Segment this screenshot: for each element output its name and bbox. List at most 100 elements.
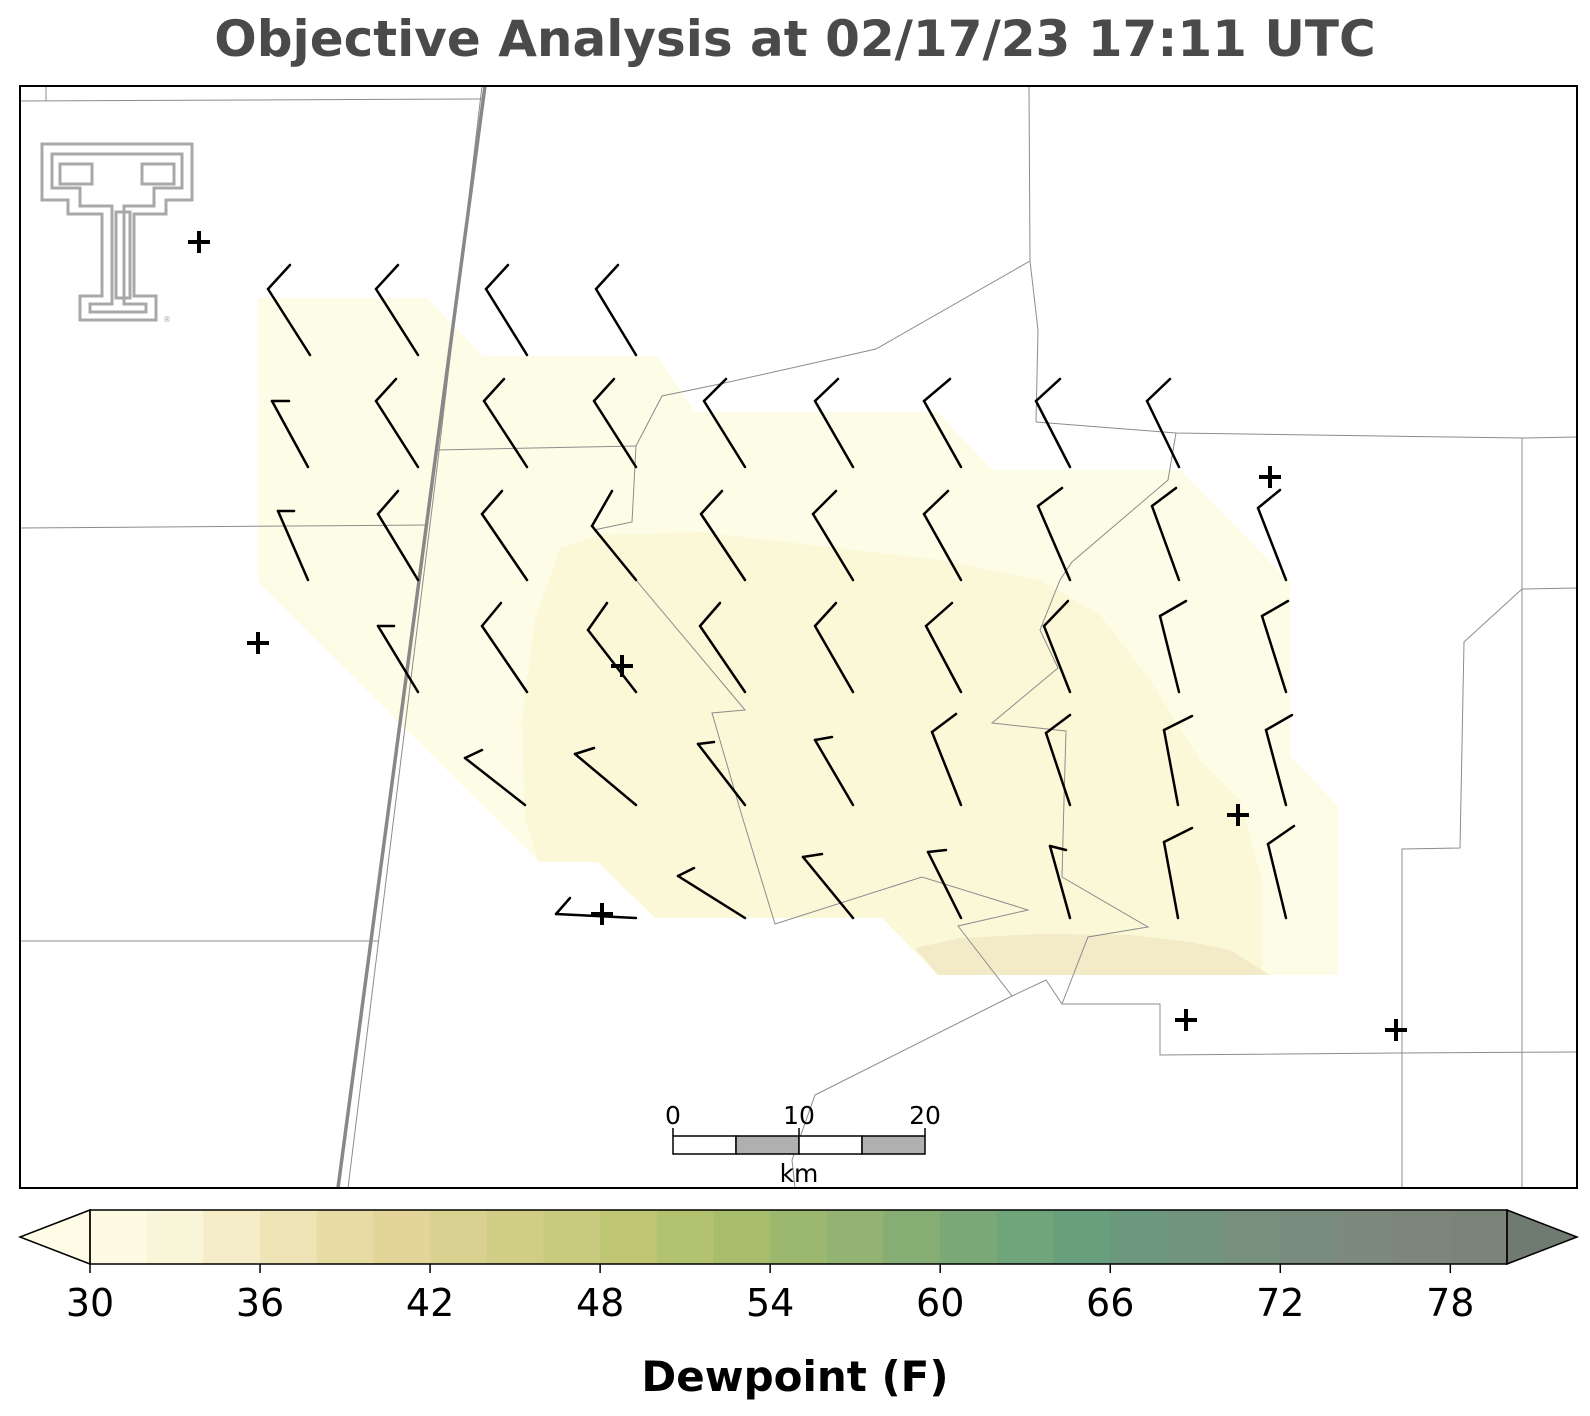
wind-barb-flag: [801, 852, 824, 859]
wind-barb-staff: [926, 850, 963, 920]
wind-barb-staff: [1162, 840, 1180, 920]
wind-barb-staff: [480, 512, 529, 582]
colorbar-cell: [826, 1210, 885, 1264]
wind-barb-flag: [480, 601, 503, 628]
colorbar-tick-label: 78: [1426, 1281, 1474, 1325]
scale-bar-segment: [798, 1135, 863, 1155]
wind-barb-flag: [1145, 377, 1172, 403]
colorbar-tick-label: 66: [1086, 1281, 1134, 1325]
logo-inner-t: [50, 152, 184, 314]
wind-barb-staff: [1264, 728, 1288, 807]
wind-barb-staff: [1044, 731, 1072, 807]
wind-barb-flag: [922, 377, 952, 403]
wind-barb-staff: [698, 624, 747, 694]
wind-barb-flag: [463, 748, 484, 760]
wind-barb: [1044, 713, 1072, 807]
colorbar-cell: [770, 1210, 828, 1264]
wind-barb-staff: [813, 399, 855, 469]
wind-barb-staff: [1150, 504, 1181, 582]
wind-barb-flag: [554, 896, 572, 916]
page-title: Objective Analysis at 02/17/23 17:11 UTC: [214, 10, 1376, 68]
wind-barb-flag: [592, 377, 616, 403]
dewpoint-field-middle: [522, 532, 1262, 975]
wind-barb-staff: [590, 524, 638, 582]
colorbar-cell: [1336, 1210, 1395, 1264]
colorbar-cell: [713, 1210, 771, 1264]
wind-barb-flag: [698, 601, 722, 628]
colorbar-tick-label: 48: [576, 1281, 624, 1325]
wind-barb: [1162, 714, 1194, 807]
wind-barb-flag: [1036, 486, 1064, 508]
wind-barb-flag: [482, 377, 506, 403]
wind-barb-staff: [811, 512, 855, 582]
wind-barb: [276, 509, 310, 582]
wind-barb: [376, 489, 420, 582]
wind-barb: [586, 601, 638, 694]
wind-barb: [482, 377, 529, 469]
wind-barb: [1145, 377, 1181, 469]
county-line: [1028, 85, 1039, 423]
wind-barb-staff: [1145, 399, 1181, 469]
wind-barb-staff: [1158, 614, 1181, 694]
wind-barb: [813, 601, 855, 694]
colorbar-cell: [1280, 1210, 1338, 1264]
logo-registered-mark: ®: [163, 315, 171, 324]
wind-barb-staff: [696, 742, 747, 807]
county-line: [435, 445, 637, 451]
scale-bar: 0 10 20 km: [665, 1101, 941, 1188]
logo-stem: [114, 210, 132, 300]
colorbar-label: Dewpoint (F): [641, 1352, 949, 1401]
wind-barb: [1150, 486, 1181, 582]
wind-barb-staff: [374, 399, 420, 469]
scale-bar-unit: km: [780, 1159, 819, 1188]
wind-barb: [270, 399, 310, 469]
wind-barb: [1256, 488, 1288, 582]
wind-barb: [266, 263, 312, 357]
wind-barb: [801, 852, 855, 920]
colorbar-cell: [203, 1210, 261, 1264]
wind-barb-flag: [813, 601, 838, 628]
wind-barb-staff: [924, 624, 963, 694]
wind-barb: [702, 377, 747, 469]
wind-barbs: [266, 263, 1296, 920]
wind-barb: [1162, 826, 1194, 920]
dewpoint-field-inner: [915, 934, 1270, 975]
wind-barb-staff: [482, 399, 529, 469]
county-line: [1035, 421, 1578, 439]
wind-barb-staff: [573, 752, 638, 807]
wind-barb-flag: [484, 263, 510, 291]
wind-barb: [463, 748, 527, 807]
wind-barb: [699, 489, 747, 582]
colorbar-cell: [543, 1210, 601, 1264]
scale-bar-label-0: 0: [665, 1101, 681, 1130]
wind-barb-staff: [1256, 506, 1288, 582]
wind-barb-flag: [1266, 824, 1296, 846]
wind-barb-staff: [1266, 842, 1288, 920]
wind-barb-flag: [922, 489, 950, 516]
wind-barb-staff: [702, 399, 747, 469]
wind-barb: [484, 263, 529, 357]
station-marker: [247, 632, 269, 654]
wind-barb: [592, 377, 638, 469]
wind-barb: [1042, 599, 1072, 694]
wind-barb-staff: [922, 512, 963, 582]
wind-barb-flag: [676, 866, 696, 878]
wind-barb-staff: [1042, 624, 1072, 694]
colorbar-tick-label: 36: [236, 1281, 284, 1325]
wind-barb: [924, 601, 963, 694]
wind-barb: [1048, 844, 1072, 920]
scale-bar-segment: [672, 1135, 737, 1155]
wind-barb-flag: [813, 735, 834, 742]
wind-barb-flag: [1162, 826, 1194, 844]
wind-barb-flag: [480, 489, 504, 516]
wind-barb-staff: [1034, 399, 1072, 469]
wind-barb: [573, 746, 638, 807]
wind-barb-staff: [676, 874, 747, 920]
wind-barb: [698, 601, 747, 694]
colorbar-cell: [656, 1210, 715, 1264]
texas-tech-double-t-logo: ®: [40, 142, 194, 324]
wind-barb-flag: [594, 263, 620, 291]
station-markers: [188, 231, 1407, 1041]
county-line: [791, 995, 1013, 1189]
wind-barb: [376, 624, 420, 694]
